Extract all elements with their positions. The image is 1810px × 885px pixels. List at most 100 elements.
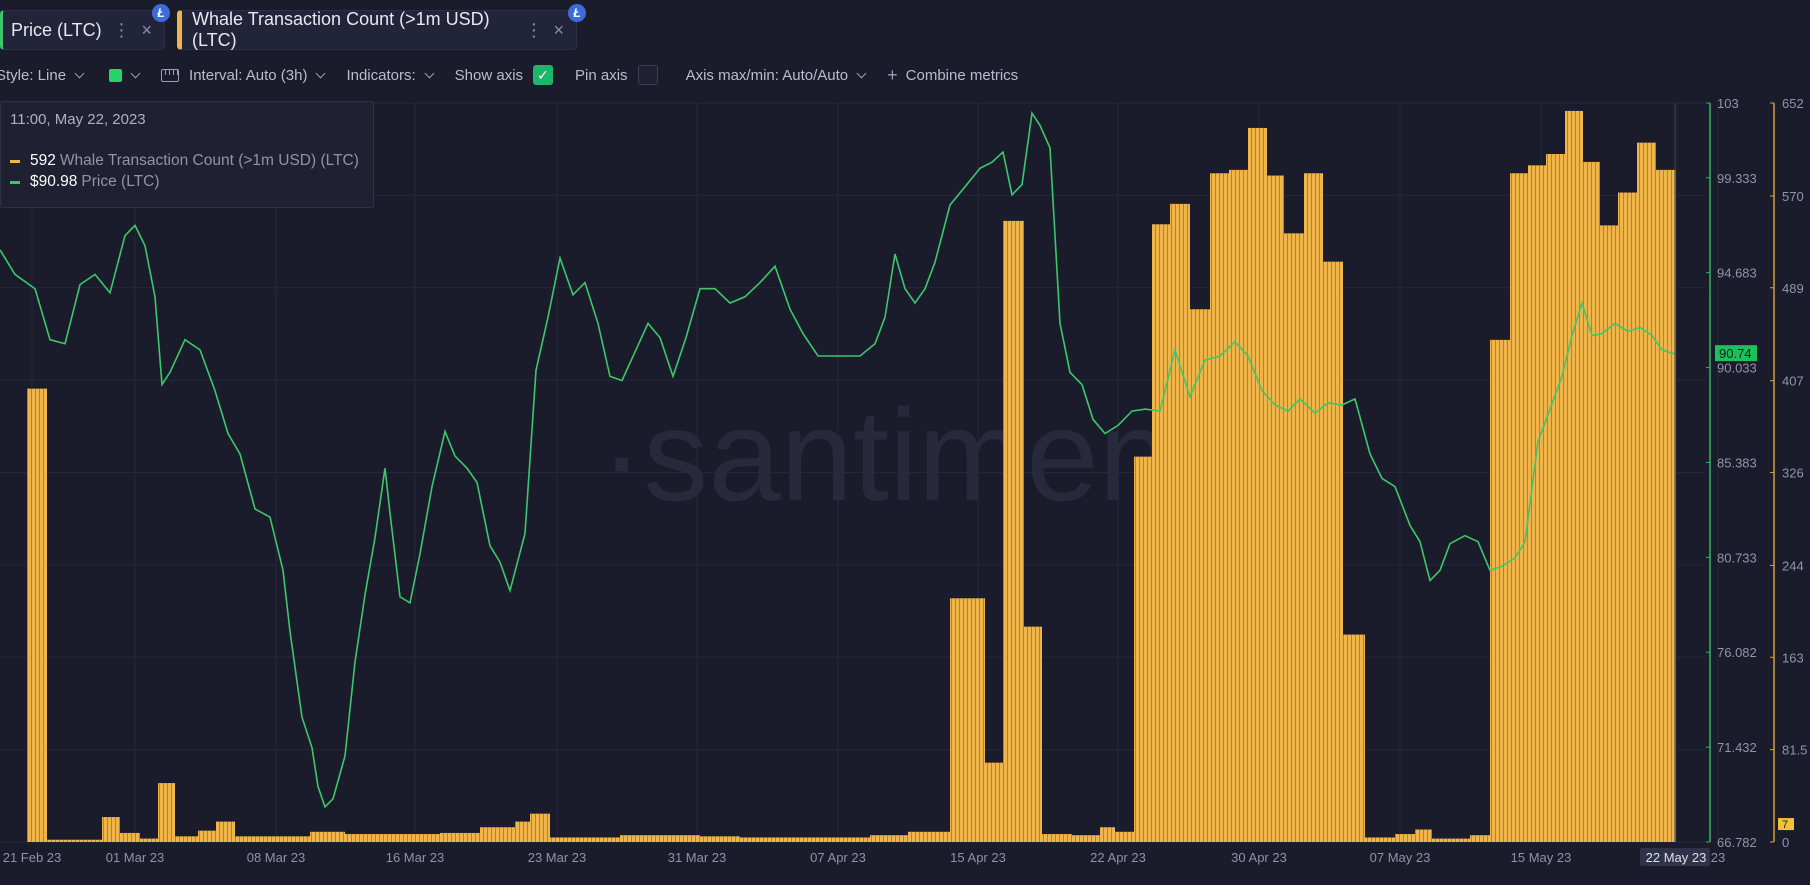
- whale-bar-hatch: [1100, 827, 1115, 842]
- whale-bars: [27, 110, 1676, 843]
- current-whale-badge: [1778, 818, 1794, 831]
- close-icon[interactable]: ×: [553, 19, 564, 40]
- price-axis: 103 99.333 94.683 90.033 85.383 80.733 76.082 7…: [1706, 96, 1757, 850]
- whale-bar-hatch: [1637, 142, 1656, 843]
- tooltip-date: 11:00, May 22, 2023: [10, 111, 146, 128]
- x-tick-label: 31 Mar 23: [668, 850, 727, 865]
- whale-bar-hatch: [1248, 127, 1267, 842]
- x-tick-label: 21 Feb 23: [3, 850, 62, 865]
- show-axis-toggle[interactable]: Show axis ✓: [454, 65, 554, 85]
- x-tick-label: 30 Apr 23: [1231, 850, 1287, 865]
- whale-bar-hatch: [1024, 626, 1042, 842]
- plus-icon: +: [887, 64, 898, 85]
- whale-bar-hatch: [1170, 203, 1190, 843]
- x-tick-label: 22 May 23: [1646, 850, 1707, 865]
- whale-bar-hatch: [1365, 837, 1395, 842]
- whale-tick-label: 489: [1782, 281, 1804, 296]
- tooltip-series-name: Whale Transaction Count (>1m USD) (LTC): [59, 152, 359, 169]
- interval-dropdown[interactable]: Interval: Auto (3h): [161, 66, 326, 84]
- style-label: Style: Line: [0, 66, 67, 84]
- whale-tick-label: 244: [1782, 558, 1804, 573]
- indicators-dropdown[interactable]: Indicators:: [346, 67, 435, 84]
- x-tick-label: 07 Apr 23: [810, 850, 866, 865]
- whale-bar-hatch: [950, 598, 985, 842]
- whale-bar-hatch: [1546, 154, 1565, 842]
- color-picker[interactable]: [105, 68, 141, 82]
- whale-bar-hatch: [1210, 173, 1229, 842]
- price-line: [0, 110, 1676, 809]
- whale-tick-label: 81.5: [1782, 743, 1807, 758]
- whale-bar-hatch: [985, 762, 1003, 842]
- whale-bar-hatch: [530, 813, 550, 842]
- more-options-icon[interactable]: ⋮: [112, 19, 131, 40]
- x-tick-label: 23: [1711, 850, 1725, 865]
- whale-tick-label: 407: [1782, 374, 1804, 389]
- x-tick-label: 16 Mar 23: [386, 850, 445, 865]
- whale-bar-hatch: [1618, 192, 1637, 843]
- tab-label: Price (LTC): [11, 19, 102, 40]
- axis-maxmin-label: Axis max/min: Auto/Auto: [685, 66, 849, 84]
- whale-bar-hatch: [1323, 261, 1343, 842]
- whale-bar-hatch: [1190, 309, 1210, 842]
- whale-bar-hatch: [870, 835, 908, 842]
- tooltip-series-name: Price (LTC): [81, 173, 160, 190]
- whale-bar-hatch: [1490, 339, 1510, 842]
- whale-bar-hatch: [140, 838, 158, 842]
- combine-metrics-button[interactable]: + Combine metrics: [887, 65, 1018, 86]
- style-dropdown[interactable]: Style: Line: [0, 66, 85, 84]
- whale-bar-hatch: [700, 836, 740, 842]
- tab-whale-transaction-count[interactable]: Whale Transaction Count (>1m USD) (LTC) …: [177, 4, 586, 50]
- whale-bar-hatch: [1470, 835, 1490, 842]
- x-tick-label: 15 May 23: [1511, 850, 1572, 865]
- x-axis-labels: 21 Feb 23 01 Mar 23 08 Mar 23 16 Mar 23 23 M…: [3, 848, 1725, 866]
- hover-tooltip: 11:00, May 22, 2023 592 Whale Transactio…: [0, 101, 374, 208]
- whale-bar-hatch: [1600, 225, 1618, 843]
- tab-label: Whale Transaction Count (>1m USD) (LTC): [192, 9, 490, 50]
- whale-bar-hatch: [1042, 834, 1072, 842]
- series-marker: [10, 180, 20, 184]
- more-options-icon[interactable]: ⋮: [524, 19, 543, 40]
- series-marker: [10, 159, 20, 163]
- whale-bar-hatch: [1510, 173, 1528, 842]
- whale-bar-hatch: [158, 783, 175, 842]
- whale-bar-hatch: [1565, 110, 1583, 842]
- whale-bar-hatch: [1528, 165, 1546, 842]
- whale-tick-label: 163: [1782, 650, 1804, 665]
- current-whale-label: 7: [1782, 819, 1788, 831]
- checkmark-icon[interactable]: ✓: [533, 65, 554, 85]
- litecoin-icon: Ł: [152, 4, 170, 22]
- whale-bar-hatch: [1003, 220, 1024, 842]
- axis-maxmin-dropdown[interactable]: Axis max/min: Auto/Auto: [685, 66, 867, 84]
- whale-bar-hatch: [47, 839, 102, 842]
- whale-bar-hatch: [1583, 161, 1600, 842]
- whale-bar-hatch: [345, 834, 440, 842]
- price-tick-label: 103: [1717, 96, 1739, 111]
- whale-bar-hatch: [1072, 835, 1100, 842]
- tooltip-row-price: $90.98 Price (LTC): [10, 173, 160, 191]
- color-swatch: [109, 68, 123, 82]
- tooltip-row-whale: 592 Whale Transaction Count (>1m USD) (L…: [10, 152, 359, 170]
- whale-bar-hatch: [1229, 169, 1248, 843]
- checkbox-empty-icon[interactable]: [637, 65, 658, 85]
- chart-toolbar: Style: Line Interval: Auto (3h) Indicato…: [0, 62, 1040, 88]
- metric-tabs: Price (LTC) ⋮ × Ł Whale Transaction Coun…: [0, 4, 586, 52]
- price-tick-label: 76.082: [1717, 645, 1757, 660]
- x-tick-label: 15 Apr 23: [950, 850, 1006, 865]
- tab-price-ltc[interactable]: Price (LTC) ⋮ × Ł: [0, 4, 170, 50]
- combine-metrics-label: Combine metrics: [905, 66, 1019, 84]
- pin-axis-toggle[interactable]: Pin axis: [575, 65, 658, 85]
- show-axis-label: Show axis: [454, 66, 524, 84]
- ruler-icon: [161, 68, 180, 82]
- whale-bar-hatch: [1343, 634, 1365, 842]
- x-label-highlight: [1640, 848, 1710, 866]
- whale-bar-hatch: [216, 821, 235, 842]
- x-tick-label: 07 May 23: [1370, 850, 1431, 865]
- whale-axis: 652 570 489 407 326 244 163 81.5 0 7: [1770, 96, 1807, 850]
- whale-tick-label: 326: [1782, 466, 1804, 481]
- close-icon[interactable]: ×: [141, 19, 152, 40]
- whale-bar-hatch: [1284, 233, 1304, 842]
- interval-label: Interval: Auto (3h): [189, 66, 308, 84]
- whale-bar-hatch: [1304, 173, 1323, 842]
- whale-bar-hatch: [120, 832, 140, 842]
